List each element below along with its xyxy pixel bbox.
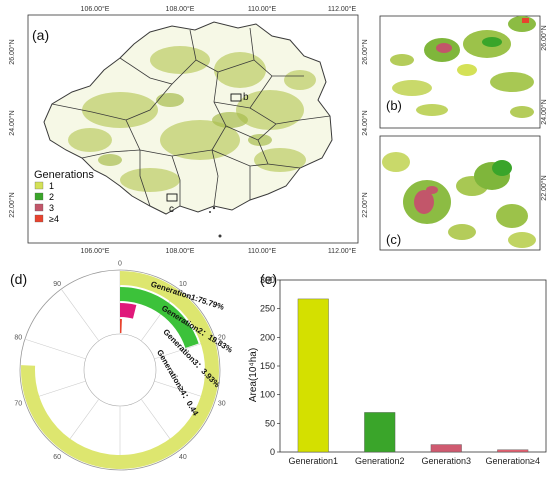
- radial-inner-circle: [83, 333, 157, 407]
- left-tick-label: 24.00°N: [8, 110, 16, 135]
- panel-label: (b): [386, 98, 402, 113]
- y-tick-label: 50: [265, 418, 275, 428]
- bottom-tick-label: 108.00°E: [166, 247, 195, 255]
- angle-tick-label: 20: [218, 334, 226, 341]
- angle-tick-label: 70: [14, 401, 22, 408]
- bar: [430, 444, 462, 453]
- legend-swatch: [34, 214, 44, 223]
- angle-tick-label: 40: [179, 454, 187, 461]
- inset-b-label: b: [243, 92, 249, 103]
- top-tick-label: 106.00°E: [81, 5, 110, 13]
- legend-label: 1: [49, 181, 54, 191]
- map-panel-a: 106.00°E 108.00°E 110.00°E 112.00°E 106.…: [0, 0, 372, 258]
- panel-label: (a): [32, 27, 49, 43]
- y-tick-label: 250: [260, 304, 275, 314]
- y-tick-label: 200: [260, 332, 275, 342]
- generation-speckles: [68, 46, 316, 192]
- city-boundaries: [51, 27, 331, 207]
- right-tick-label: 24.00°N: [361, 110, 369, 135]
- inset-c-vegetation: [382, 152, 536, 248]
- right-tick-label: 24.00°N: [540, 99, 548, 124]
- legend-label: ≥4: [49, 214, 59, 224]
- generations-legend: Generations 1 2 3 ≥4: [34, 169, 94, 224]
- bottom-tick-label: 110.00°E: [248, 247, 277, 255]
- inset-b-marker: [230, 93, 242, 102]
- top-tick-label: 108.00°E: [166, 5, 195, 13]
- panel-label: (e): [260, 271, 277, 287]
- legend-swatch: [34, 181, 44, 190]
- legend-label: 3: [49, 203, 54, 213]
- map-panel-c: (c) 22.00°N: [372, 132, 550, 258]
- x-tick-label: Generation≥4: [486, 456, 540, 466]
- angle-tick-label: 80: [14, 334, 22, 341]
- inset-b-vegetation: [390, 16, 536, 118]
- radial-gridline: [24, 338, 86, 360]
- right-tick-label: 26.00°N: [540, 25, 548, 50]
- angle-tick-label: 90: [53, 281, 61, 288]
- y-tick-label: 100: [260, 390, 275, 400]
- x-tick-label: Generation2: [355, 456, 405, 466]
- radial-gridline: [60, 288, 100, 342]
- legend-swatch: [34, 203, 44, 212]
- bottom-tick-label: 112.00°E: [328, 247, 357, 255]
- left-tick-label: 22.00°N: [8, 192, 16, 217]
- left-tick-label: 26.00°N: [8, 39, 16, 64]
- radial-chart-panel-d: (d) 0102030405060708090 Generation1:75.7…: [0, 258, 240, 479]
- bar-chart-panel-e: (e) Area(10⁴ha) 0 50 100 150 200 250 300 Gener…: [240, 258, 550, 474]
- legend-swatch: [34, 192, 44, 201]
- panel-label: (d): [10, 271, 27, 287]
- x-tick-label: Generation3: [421, 456, 471, 466]
- x-tick-label: Generation1: [288, 456, 338, 466]
- legend-title: Generations: [34, 169, 94, 181]
- angle-tick-label: 10: [179, 281, 187, 288]
- top-tick-label: 112.00°E: [328, 5, 357, 13]
- map-panel-b: (b) 26.00°N 24.00°N: [372, 0, 550, 132]
- angle-tick-label: 0: [118, 261, 122, 268]
- panel-label: (c): [386, 232, 401, 247]
- bar: [497, 449, 529, 453]
- ring-bar: [120, 287, 199, 348]
- angle-tick-label: 60: [53, 454, 61, 461]
- inset-c-marker: [166, 193, 178, 202]
- right-tick-label: 22.00°N: [361, 192, 369, 217]
- y-tick-label: 150: [260, 361, 275, 371]
- y-axis-label: Area(10⁴ha): [248, 348, 259, 402]
- right-tick-label: 22.00°N: [540, 175, 548, 200]
- bottom-tick-label: 106.00°E: [81, 247, 110, 255]
- right-tick-label: 26.00°N: [361, 39, 369, 64]
- ring-bar: [120, 303, 137, 319]
- y-tick-label: 300: [260, 275, 275, 285]
- inset-c-label: c: [169, 204, 174, 215]
- ring-bar: [120, 319, 122, 334]
- bar: [297, 298, 329, 453]
- legend-label: 2: [49, 192, 54, 202]
- y-tick-label: 0: [270, 447, 275, 457]
- top-tick-label: 110.00°E: [248, 5, 277, 13]
- bar: [364, 412, 396, 453]
- angle-tick-label: 30: [218, 401, 226, 408]
